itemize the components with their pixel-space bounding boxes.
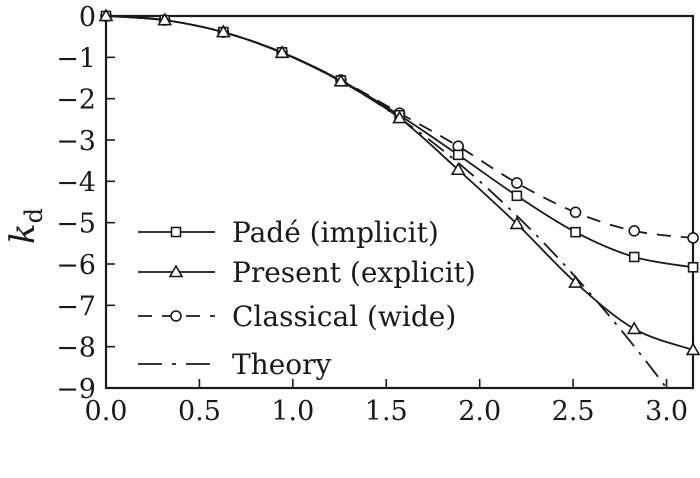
square-marker bbox=[170, 226, 182, 238]
y-tick-label: 0 bbox=[79, 2, 96, 33]
circle-marker bbox=[569, 206, 582, 219]
y-tick-label: −1 bbox=[56, 43, 96, 74]
series-layer bbox=[98, 8, 700, 388]
triangle-marker bbox=[568, 274, 583, 288]
triangle-marker bbox=[157, 12, 173, 26]
y-axis: 0 −1 −2 −3 −4 −5 −6 −7 −8 −9 bbox=[56, 2, 115, 405]
square-marker bbox=[511, 190, 523, 202]
circle-marker bbox=[687, 232, 699, 244]
y-axis-label-main: k bbox=[3, 223, 43, 244]
x-tick-label: 1.0 bbox=[271, 396, 314, 427]
x-tick-label: 1.5 bbox=[365, 396, 408, 427]
x-tick-label: 2.5 bbox=[552, 396, 595, 427]
x-tick-label: 0.5 bbox=[178, 396, 221, 427]
x-tick-label: 2.0 bbox=[458, 396, 501, 427]
square-marker bbox=[687, 262, 699, 273]
circle-marker bbox=[628, 225, 641, 237]
legend-item: Padé (implicit) bbox=[138, 216, 439, 249]
triangle-marker bbox=[685, 342, 700, 356]
square-marker bbox=[628, 251, 640, 263]
triangle-marker bbox=[333, 73, 349, 87]
legend-label: Theory bbox=[232, 348, 332, 381]
y-tick-label: −4 bbox=[56, 167, 96, 198]
series-theory bbox=[106, 15, 668, 388]
square-marker bbox=[570, 226, 581, 238]
plot-frame bbox=[104, 14, 695, 390]
triangle-marker bbox=[168, 264, 184, 278]
series-classical-wide- bbox=[106, 15, 694, 239]
triangle-marker bbox=[274, 45, 290, 59]
y-tick-label: −2 bbox=[56, 85, 96, 116]
y-axis-label-sub: d bbox=[20, 208, 48, 223]
triangle-marker bbox=[450, 162, 466, 176]
circle-marker bbox=[511, 177, 523, 189]
legend-label: Classical (wide) bbox=[232, 300, 456, 333]
circle-marker bbox=[170, 310, 182, 322]
y-tick-label: −5 bbox=[56, 209, 96, 240]
y-tick-label: −6 bbox=[56, 250, 96, 281]
x-tick-label: 3.0 bbox=[645, 396, 688, 427]
legend-item: Theory bbox=[138, 348, 332, 381]
y-axis-label: kd bbox=[3, 208, 48, 244]
series-line bbox=[106, 15, 668, 388]
triangle-marker bbox=[509, 216, 525, 230]
legend: Padé (implicit) Present (explicit) Classic… bbox=[138, 216, 476, 381]
y-tick-label: −8 bbox=[56, 333, 96, 364]
triangle-marker bbox=[215, 24, 231, 38]
y-tick-label: −3 bbox=[56, 126, 96, 157]
legend-label: Padé (implicit) bbox=[232, 216, 439, 249]
series-line bbox=[106, 15, 694, 239]
legend-item: Present (explicit) bbox=[138, 256, 476, 289]
legend-label: Present (explicit) bbox=[232, 256, 476, 289]
x-axis: 0.0 0.5 1.0 1.5 2.0 2.5 3.0 bbox=[85, 379, 688, 427]
triangle-marker bbox=[98, 8, 114, 22]
triangle-marker bbox=[626, 321, 642, 335]
y-tick-label: −7 bbox=[56, 291, 96, 322]
triangle-marker bbox=[392, 110, 407, 124]
square-marker bbox=[452, 149, 464, 161]
y-tick-label: −9 bbox=[56, 374, 96, 405]
legend-item: Classical (wide) bbox=[138, 300, 456, 333]
x-tick-label: 0.0 bbox=[85, 396, 128, 427]
plot-border bbox=[104, 14, 695, 390]
